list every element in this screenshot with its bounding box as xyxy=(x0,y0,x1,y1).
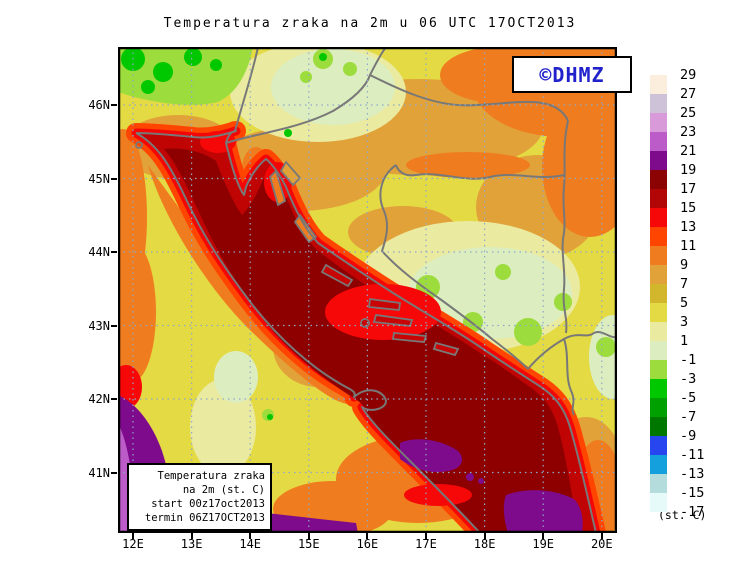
lon-tick-label: 13E xyxy=(180,537,203,551)
legend-tick-label: 13 xyxy=(680,219,697,235)
dhmz-watermark-box: ©DHMZ xyxy=(512,56,632,93)
coastline xyxy=(135,130,597,533)
legend-tick-label: -17 xyxy=(680,504,705,520)
lat-tick-label: 44N xyxy=(88,245,110,259)
lon-tick-mark xyxy=(425,533,427,539)
temperature-map xyxy=(118,47,617,533)
legend-color-swatch xyxy=(650,132,667,151)
legend-color-swatch xyxy=(650,151,667,170)
lon-tick-mark xyxy=(132,533,134,539)
green-mountain-zones xyxy=(118,47,616,421)
run-info-line: Temperatura zraka xyxy=(157,470,265,482)
legend-tick-label: -5 xyxy=(680,390,697,406)
legend-tick-label: -7 xyxy=(680,409,697,425)
lat-tick-label: 41N xyxy=(88,465,110,480)
lon-tick-label: 19E xyxy=(532,537,555,551)
lon-tick-label: 18E xyxy=(473,537,496,551)
legend-tick-label: -1 xyxy=(680,352,697,368)
map-canvas xyxy=(118,47,617,533)
lat-tick-mark xyxy=(111,324,117,327)
legend-tick-label: 23 xyxy=(680,124,697,140)
legend-color-swatch xyxy=(650,493,667,512)
legend-color-swatch xyxy=(650,265,667,284)
page-title: Temperatura zraka na 2m u 06 UTC 17OCT20… xyxy=(163,16,577,31)
legend-tick-label: 9 xyxy=(680,257,689,273)
lon-tick-mark xyxy=(483,533,486,539)
legend-tick-label: 27 xyxy=(680,86,697,102)
legend-tick-label: 29 xyxy=(680,67,697,83)
lat-tick-mark xyxy=(111,177,117,180)
dhmz-logo-text: ©DHMZ xyxy=(539,62,605,87)
run-info-line: na 2m (st. C) xyxy=(182,484,265,496)
legend-color-swatch xyxy=(650,75,667,94)
legend-color-swatch xyxy=(650,322,667,341)
lon-tick-mark xyxy=(307,533,310,539)
run-info-box: Temperatura zraka na 2m (st. C) start 00z1… xyxy=(127,463,272,531)
legend-tick-label: -9 xyxy=(680,428,697,444)
legend-color-swatch xyxy=(650,455,667,474)
legend-tick-label: 11 xyxy=(680,238,697,254)
legend-tick-label: 15 xyxy=(680,200,697,216)
map-frame xyxy=(118,47,617,533)
legend-tick-label: -15 xyxy=(680,485,705,501)
country-borders xyxy=(225,47,617,416)
legend-color-swatch xyxy=(650,379,667,398)
lon-tick-mark xyxy=(190,533,193,539)
legend-color-swatch xyxy=(650,189,667,208)
legend-color-swatch xyxy=(650,398,667,417)
legend-tick-label: 17 xyxy=(680,181,697,197)
graticule-grid xyxy=(118,47,617,533)
lon-tick-label: 14E xyxy=(239,537,262,551)
lat-tick-mark xyxy=(111,251,117,253)
lat-tick-mark xyxy=(111,104,117,106)
lon-tick-label: 12E xyxy=(122,537,144,551)
lat-tick-mark xyxy=(111,471,117,474)
legend-unit-label: (st. C) xyxy=(658,508,707,522)
legend-tick-label: 5 xyxy=(680,295,689,311)
legend-color-swatch xyxy=(650,227,667,246)
legend-color-swatch xyxy=(650,94,667,113)
lat-tick-mark xyxy=(111,398,117,400)
legend-tick-label: -3 xyxy=(680,371,697,387)
lon-tick-mark xyxy=(366,533,369,539)
lat-tick-label: 46N xyxy=(88,98,110,112)
legend-tick-label: 7 xyxy=(680,276,689,292)
run-info-line: termin 06Z17OCT2013 xyxy=(144,512,265,524)
legend-color-swatch xyxy=(650,170,667,189)
legend-color-swatch xyxy=(650,284,667,303)
legend-tick-label: 3 xyxy=(680,314,689,330)
legend-tick-label: 1 xyxy=(680,333,689,349)
legend-color-swatch xyxy=(650,436,667,455)
legend-color-swatch xyxy=(650,246,667,265)
lon-tick-label: 16E xyxy=(356,537,379,551)
lon-tick-mark xyxy=(542,533,545,539)
lon-tick-label: 17E xyxy=(415,537,437,551)
legend-color-swatch xyxy=(650,303,667,322)
legend-tick-label: -13 xyxy=(680,466,705,482)
legend-tick-label: -11 xyxy=(680,447,705,463)
run-info-line: start 00z17oct2013 xyxy=(151,498,265,510)
legend-color-swatch xyxy=(650,474,667,493)
lat-tick-label: 42N xyxy=(88,392,110,406)
legend-color-swatch xyxy=(650,417,667,436)
legend-color-swatch xyxy=(650,113,667,132)
legend-tick-label: 25 xyxy=(680,105,697,121)
lon-tick-label: 15E xyxy=(297,537,320,551)
legend-tick-label: 21 xyxy=(680,143,697,159)
legend-color-swatch xyxy=(650,208,667,227)
sea-core-17-19 xyxy=(164,148,578,533)
lon-tick-mark xyxy=(600,533,603,539)
lat-tick-label: 45N xyxy=(88,171,110,186)
lat-tick-label: 43N xyxy=(88,318,110,333)
lon-tick-label: 20E xyxy=(590,537,613,551)
legend-color-swatch xyxy=(650,360,667,379)
legend-color-swatch xyxy=(650,341,667,360)
legend-tick-label: 19 xyxy=(680,162,697,178)
lon-tick-mark xyxy=(249,533,252,539)
temperature-legend: (st. C) 29 27 25 23 21 19 17 15 13 11 9 7 5 3 1 -1 -3 -5 -… xyxy=(650,67,740,535)
